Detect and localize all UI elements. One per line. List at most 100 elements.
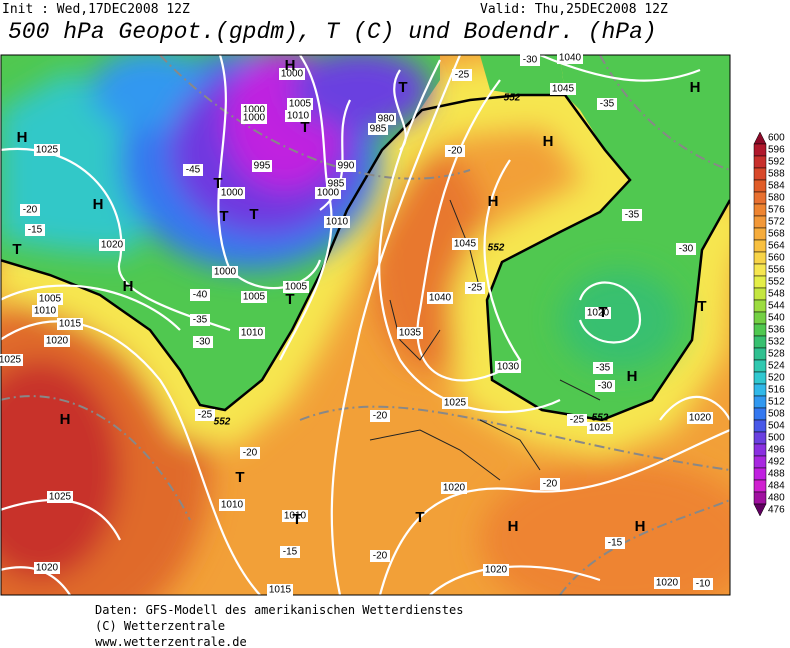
valid-time: Valid: Thu,25DEC2008 12Z (480, 2, 668, 17)
colorbar-label: 504 (768, 421, 785, 432)
high-pressure-marker: H (285, 57, 296, 74)
isobar-label: 1040 (559, 53, 582, 64)
colorbar-label: 520 (768, 373, 785, 384)
label-box (239, 327, 265, 339)
label-box (693, 578, 713, 590)
label-box (285, 110, 311, 122)
colorbar-band (753, 275, 767, 289)
isobar-label: 1020 (36, 563, 59, 574)
label-box (34, 562, 60, 574)
map-field (1, 55, 730, 595)
isobar-label: 1005 (39, 294, 62, 305)
isobar-label: 1010 (241, 328, 264, 339)
colorbar-label: 564 (768, 241, 785, 252)
map-labels: 1000100510101000100099510009909851000980… (0, 52, 713, 596)
isobar-label: 1015 (59, 319, 82, 330)
colorbar-band (753, 359, 767, 373)
isotherm-label: -35 (600, 99, 615, 110)
high-pressure-marker: H (543, 133, 554, 150)
colorbar-band (753, 383, 767, 397)
label-box (240, 447, 260, 459)
isotherm-label: -35 (596, 363, 611, 374)
isobar-label: 1025 (49, 492, 72, 503)
label-box (241, 291, 267, 303)
footer-copyright: (C) Wetterzentrale (95, 619, 225, 633)
label-box (212, 266, 238, 278)
label-box (540, 478, 560, 490)
label-box (687, 412, 713, 424)
init-time: Init : Wed,17DEC2008 12Z (2, 2, 190, 17)
low-pressure-marker: T (235, 469, 244, 486)
contour-label: 552 (214, 417, 231, 428)
colorbar-label: 496 (768, 445, 785, 456)
label-box (44, 335, 70, 347)
isotherm-label: -30 (598, 381, 613, 392)
high-pressure-marker: H (627, 368, 638, 385)
isobar-label: 1035 (399, 328, 422, 339)
label-box (452, 238, 478, 250)
colorbar-band (753, 203, 767, 217)
low-pressure-marker: T (213, 175, 222, 192)
label-box (190, 314, 210, 326)
isotherm-label: -20 (373, 411, 388, 422)
isobar-label: 1005 (289, 99, 312, 110)
colorbar-label: 588 (768, 169, 785, 180)
colorbar-band (753, 347, 767, 361)
isotherm-label: -35 (193, 315, 208, 326)
colorbar-label: 480 (768, 493, 785, 504)
colorbar-label: 600 (768, 133, 785, 144)
colorbar-band (753, 299, 767, 313)
isotherm-label: -25 (468, 283, 483, 294)
colorbar-label: 552 (768, 277, 785, 288)
high-pressure-marker: H (635, 518, 646, 535)
isotherm-label: -15 (28, 225, 43, 236)
colorbar-label: 568 (768, 229, 785, 240)
colorbar-label: 536 (768, 325, 785, 336)
label-box (193, 336, 213, 348)
colorbar-label: 592 (768, 157, 785, 168)
isobar-label: 1020 (485, 565, 508, 576)
isobar-label: 1020 (656, 578, 679, 589)
label-box (595, 380, 615, 392)
colorbar-label: 540 (768, 313, 785, 324)
colorbar-band (753, 335, 767, 349)
contour-label: 552 (504, 93, 521, 104)
label-box (252, 160, 272, 172)
label-box (622, 209, 642, 221)
isotherm-label: -15 (608, 538, 623, 549)
colorbar-label: 476 (768, 505, 785, 516)
colorbar-band (753, 179, 767, 193)
label-box (495, 361, 521, 373)
isobar-label: 1045 (454, 239, 477, 250)
colorbar-label: 544 (768, 301, 785, 312)
isotherm-label: -10 (696, 579, 711, 590)
isobar-label: 1000 (221, 188, 244, 199)
label-box (0, 354, 23, 366)
colorbar-band (753, 227, 767, 241)
colorbar-band (753, 155, 767, 169)
colorbar-label: 524 (768, 361, 785, 372)
isobar-label: 1000 (243, 105, 266, 116)
contour-label: 552 (488, 243, 505, 254)
colorbar-band (753, 479, 767, 493)
colorbar-band (753, 287, 767, 301)
isotherm-label: -40 (193, 290, 208, 301)
label-box (280, 546, 300, 558)
isotherm-label: -30 (196, 337, 211, 348)
low-pressure-marker: T (219, 208, 228, 225)
label-box (282, 510, 308, 522)
isobar-label: 1020 (101, 240, 124, 251)
isobar-label: 1020 (46, 336, 69, 347)
label-box (567, 414, 587, 426)
low-pressure-marker: T (598, 304, 607, 321)
label-box (597, 98, 617, 110)
colorbar-band (753, 419, 767, 433)
footer-source: Daten: GFS-Modell des amerikanischen Wet… (95, 603, 463, 617)
isotherm-label: -25 (455, 70, 470, 81)
colorbar-cap (753, 131, 767, 145)
isotherm-label: -15 (283, 547, 298, 558)
isotherm-label: -20 (243, 448, 258, 459)
colorbar-label: 500 (768, 433, 785, 444)
isotherm-label: -35 (625, 210, 640, 221)
isobar-label: 985 (370, 124, 387, 135)
